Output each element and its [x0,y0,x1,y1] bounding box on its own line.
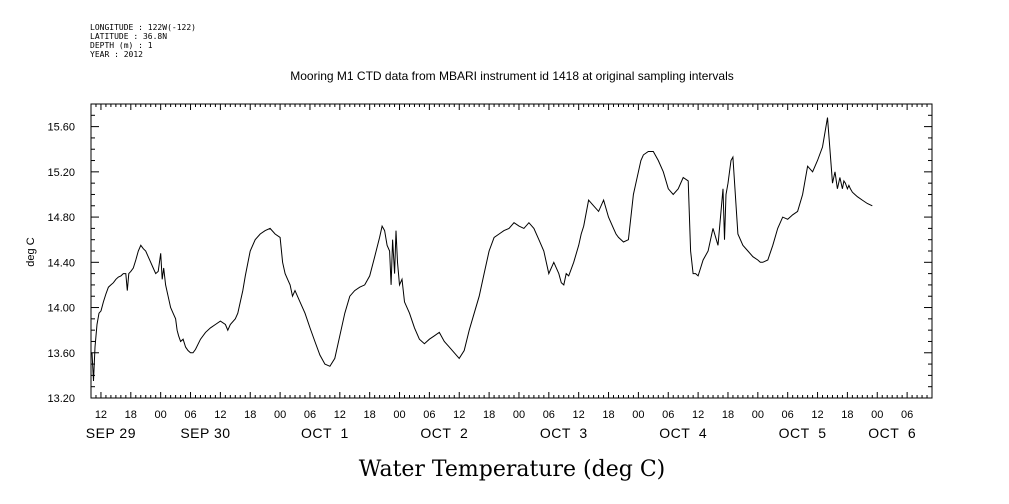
x-date-label: SEP 30 [180,425,230,441]
x-hour-label: 12 [453,409,465,421]
x-hour-label: 18 [602,409,614,421]
chart-title: Mooring M1 CTD data from MBARI instrumen… [290,69,734,83]
x-date-label: OCT 2 [420,425,468,441]
x-hour-label: 06 [543,409,555,421]
x-hour-label: 12 [573,409,585,421]
series-line-water-temperature [91,117,873,382]
x-hour-labels: 12 18 00 06 12 18 00 06 12 18 00 06 12 18 00 06 12 18 00 06… [95,409,913,421]
x-hour-label: 18 [483,409,495,421]
y-tick-label: 15.20 [47,167,75,179]
x-hour-label: 12 [692,409,704,421]
x-hour-label: 00 [632,409,644,421]
y-tick-label: 14.00 [47,303,75,315]
x-hour-label: 12 [334,409,346,421]
x-hour-label: 06 [782,409,794,421]
x-date-label: OCT 3 [540,425,588,441]
x-hour-label: 12 [214,409,226,421]
y-tick-label: 15.60 [47,122,75,134]
x-date-label: SEP 29 [86,425,136,441]
x-hour-label: 12 [811,409,823,421]
meta-latitude: LATITUDE : 36.8N [90,32,167,41]
x-hour-label: 00 [752,409,764,421]
x-hour-label: 18 [125,409,137,421]
x-hour-label: 18 [364,409,376,421]
x-hour-label: 06 [423,409,435,421]
x-hour-label: 18 [244,409,256,421]
x-date-labels: SEP 29 SEP 30 OCT 1 OCT 2 OCT 3 OCT 4 OCT 5 OCT… [86,425,916,441]
x-hour-label: 00 [393,409,405,421]
y-tick-label: 13.60 [47,348,75,360]
x-hour-label: 06 [901,409,913,421]
x-hour-label: 00 [871,409,883,421]
x-hour-label: 06 [304,409,316,421]
x-hour-label: 12 [95,409,107,421]
x-hour-label: 18 [841,409,853,421]
meta-longitude: LONGITUDE : 122W(-122) [90,23,196,32]
x-date-label: OCT 1 [301,425,349,441]
meta-depth: DEPTH (m) : 1 [90,41,153,50]
x-hour-label: 06 [184,409,196,421]
meta-year: YEAR : 2012 [90,50,143,59]
x-hour-label: 00 [155,409,167,421]
y-tick-label: 13.20 [47,393,75,405]
x-hour-label: 18 [722,409,734,421]
y-axis-label: deg C [25,237,37,266]
x-axis-title: Water Temperature (deg C) [359,457,666,482]
x-date-label: OCT 4 [659,425,707,441]
x-date-label: OCT 5 [779,425,827,441]
x-date-label: OCT 6 [868,425,916,441]
x-hour-label: 00 [274,409,286,421]
y-tick-label: 14.40 [47,257,75,269]
y-tick-labels: 13.20 13.60 14.00 14.40 14.80 15.20 15.60 [47,122,75,405]
plot-frame [90,103,933,399]
x-hour-label: 06 [662,409,674,421]
x-hour-label: 00 [513,409,525,421]
y-tick-label: 14.80 [47,212,75,224]
axis-ticks [90,103,933,399]
